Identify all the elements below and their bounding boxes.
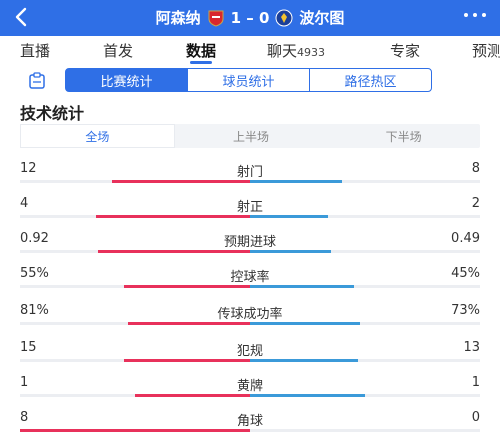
stats-segment-control: 比赛统计 球员统计 路径热区 [65,68,432,94]
porto-crest-icon [275,9,293,27]
away-bar-track [250,180,480,183]
stat-name: 犯规 [236,344,263,359]
away-value: 1 [471,375,480,390]
home-value: 4 [20,196,29,211]
tab-expert[interactable]: 专家 [390,36,420,66]
stat-name: 预期进球 [223,235,276,250]
home-bar [20,429,250,432]
chevron-left-icon[interactable] [14,6,28,33]
away-bar [250,359,359,362]
tab-chat[interactable]: 聊天4933 [267,36,325,66]
stat-name: 传球成功率 [217,307,283,322]
home-value: 1 [20,375,29,390]
home-bar [123,285,250,288]
tab-label: 数据 [186,42,217,60]
match-score: 1 – 0 [230,8,270,27]
stat-name: 黄牌 [236,379,263,394]
stat-name: 角球 [236,414,263,429]
stat-row: 12 射门 8 [0,158,500,192]
tab-label: 首发 [103,42,134,60]
period-full-match[interactable]: 全场 [20,124,175,148]
stat-name: 射正 [236,200,263,215]
home-value: 12 [20,161,37,176]
period-second-half[interactable]: 下半场 [385,129,422,144]
home-bar-track [20,285,250,288]
away-team-name[interactable]: 波尔图 [299,9,345,27]
away-bar-track [250,359,480,362]
away-bar [250,180,342,183]
chat-count-badge: 4933 [297,46,326,59]
home-bar [128,322,250,325]
tab-lineup[interactable]: 首发 [103,36,133,66]
away-bar [250,322,361,325]
more-dots-icon[interactable] [462,4,488,31]
tab-label: 预测 [472,42,500,60]
period-toggle: 全场 上半场 下半场 [20,124,480,148]
stat-name: 控球率 [230,270,270,285]
away-bar-track [250,322,480,325]
home-bar-track [20,429,250,432]
home-bar-track [20,394,250,397]
home-bar [95,215,250,218]
home-value: 0.92 [20,231,49,246]
match-header: 阿森纳 1 – 0 波尔图 [0,0,500,36]
active-tab-indicator [190,61,212,64]
home-bar-track [20,250,250,253]
tab-live[interactable]: 直播 [20,36,50,66]
away-value: 45% [451,266,480,281]
away-value: 8 [471,161,480,176]
tab-data[interactable]: 数据 [186,36,216,66]
stat-row: 81% 传球成功率 73% [0,300,500,334]
away-bar [250,250,331,253]
home-bar-track [20,359,250,362]
stat-row: 15 犯规 13 [0,337,500,371]
home-bar-track [20,322,250,325]
home-value: 81% [20,303,49,318]
away-bar-track [250,394,480,397]
away-bar [250,285,354,288]
away-bar-track [250,429,480,432]
section-title: 技术统计 [20,104,85,123]
away-bar-track [250,215,480,218]
home-value: 8 [20,410,29,425]
match-title: 阿森纳 1 – 0 波尔图 [0,7,500,28]
away-value: 0 [471,410,480,425]
away-value: 2 [471,196,480,211]
home-bar [112,180,250,183]
home-value: 15 [20,340,37,355]
tab-label: 聊天 [267,42,298,60]
segment-player-stats[interactable]: 球员统计 [187,68,310,92]
stat-name: 射门 [236,165,263,180]
clipboard-icon[interactable] [28,72,48,90]
stat-row: 1 黄牌 1 [0,372,500,406]
stat-row: 55% 控球率 45% [0,263,500,297]
home-bar [123,359,250,362]
stats-segment-row: 比赛统计 球员统计 路径热区 [0,66,500,96]
away-value: 0.49 [451,231,480,246]
segment-match-stats[interactable]: 比赛统计 [65,68,188,92]
home-bar-track [20,180,250,183]
match-tabs: 直播 首发 数据 聊天4933 专家 预测 [0,36,500,66]
away-value: 73% [451,303,480,318]
tab-label: 直播 [20,42,51,60]
tab-prediction[interactable]: 预测 [472,36,500,66]
home-team-name[interactable]: 阿森纳 [155,9,201,27]
away-bar [250,394,365,397]
stat-row: 8 角球 0 [0,407,500,440]
away-value: 13 [463,340,480,355]
home-value: 55% [20,266,49,281]
arsenal-crest-icon [207,9,225,27]
tab-label: 专家 [390,42,421,60]
segment-heat-map[interactable]: 路径热区 [309,68,432,92]
home-bar [98,250,250,253]
away-bar [250,215,329,218]
home-bar [135,394,250,397]
stat-row: 4 射正 2 [0,193,500,227]
away-bar-track [250,250,480,253]
home-bar-track [20,215,250,218]
stat-row: 0.92 预期进球 0.49 [0,228,500,262]
away-bar-track [250,285,480,288]
period-first-half[interactable]: 上半场 [233,129,270,144]
